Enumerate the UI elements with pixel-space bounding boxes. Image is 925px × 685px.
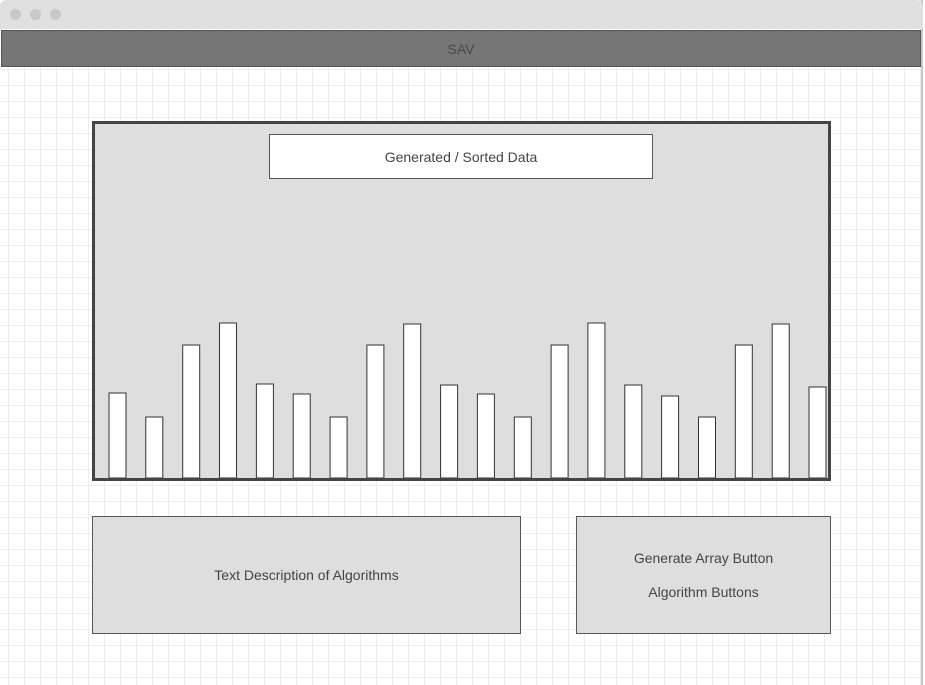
bar-3 xyxy=(182,344,201,478)
bar-1 xyxy=(108,392,127,478)
bar-7 xyxy=(329,416,348,478)
bar-9 xyxy=(403,323,422,478)
bar-8 xyxy=(366,344,385,478)
bar-14 xyxy=(587,322,606,478)
bar-chart xyxy=(108,322,827,478)
bar-10 xyxy=(440,384,459,478)
bar-2 xyxy=(145,416,164,478)
bar-17 xyxy=(698,416,716,478)
generate-array-button[interactable]: Generate Array Button xyxy=(633,550,774,566)
controls-panel: Generate Array Button Algorithm Buttons xyxy=(576,516,831,634)
app-header: SAV xyxy=(1,30,921,67)
algorithm-buttons[interactable]: Algorithm Buttons xyxy=(648,584,759,600)
app-title: SAV xyxy=(447,40,475,57)
bar-11 xyxy=(476,393,495,478)
chart-title-box: Generated / Sorted Data xyxy=(269,134,653,179)
chart-title: Generated / Sorted Data xyxy=(384,148,538,165)
bar-5 xyxy=(255,383,274,478)
close-window-icon[interactable] xyxy=(10,9,21,20)
algorithm-description-panel: Text Description of Algorithms xyxy=(92,516,521,634)
chart-panel: Generated / Sorted Data xyxy=(92,121,831,481)
window-titlebar xyxy=(0,0,923,29)
bar-12 xyxy=(513,416,532,478)
bar-15 xyxy=(624,384,643,478)
algorithm-description-text: Text Description of Algorithms xyxy=(214,567,399,583)
bar-6 xyxy=(292,393,311,478)
minimize-window-icon[interactable] xyxy=(30,9,41,20)
maximize-window-icon[interactable] xyxy=(50,9,61,20)
bar-20 xyxy=(808,386,827,478)
bar-18 xyxy=(734,344,753,478)
bar-13 xyxy=(550,344,569,478)
bar-19 xyxy=(771,323,790,478)
bar-4 xyxy=(219,322,237,478)
bar-16 xyxy=(661,395,680,478)
